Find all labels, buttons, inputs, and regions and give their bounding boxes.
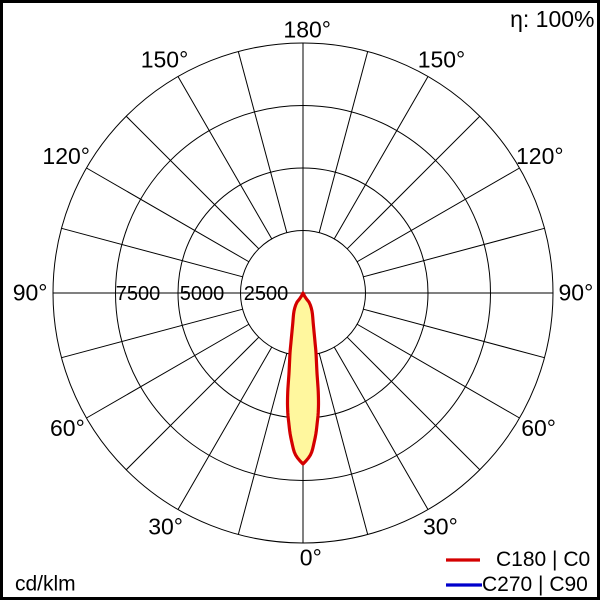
svg-text:180°: 180° [283,17,331,43]
svg-text:2500: 2500 [244,283,289,305]
svg-text:C180 | C0: C180 | C0 [496,548,590,571]
svg-text:90°: 90° [559,280,594,306]
svg-text:120°: 120° [516,143,564,169]
svg-text:5000: 5000 [180,283,225,305]
svg-text:120°: 120° [42,143,90,169]
svg-text:η: 100%: η: 100% [510,6,594,32]
svg-text:150°: 150° [418,47,466,73]
svg-text:cd/klm: cd/klm [15,573,76,596]
svg-text:150°: 150° [141,47,189,73]
svg-text:30°: 30° [148,514,183,540]
svg-text:60°: 60° [521,415,556,441]
svg-text:30°: 30° [423,514,458,540]
svg-text:60°: 60° [50,415,85,441]
svg-text:0°: 0° [300,545,322,571]
svg-text:90°: 90° [13,280,48,306]
svg-text:C270 | C90: C270 | C90 [482,573,588,596]
svg-text:7500: 7500 [116,283,161,305]
